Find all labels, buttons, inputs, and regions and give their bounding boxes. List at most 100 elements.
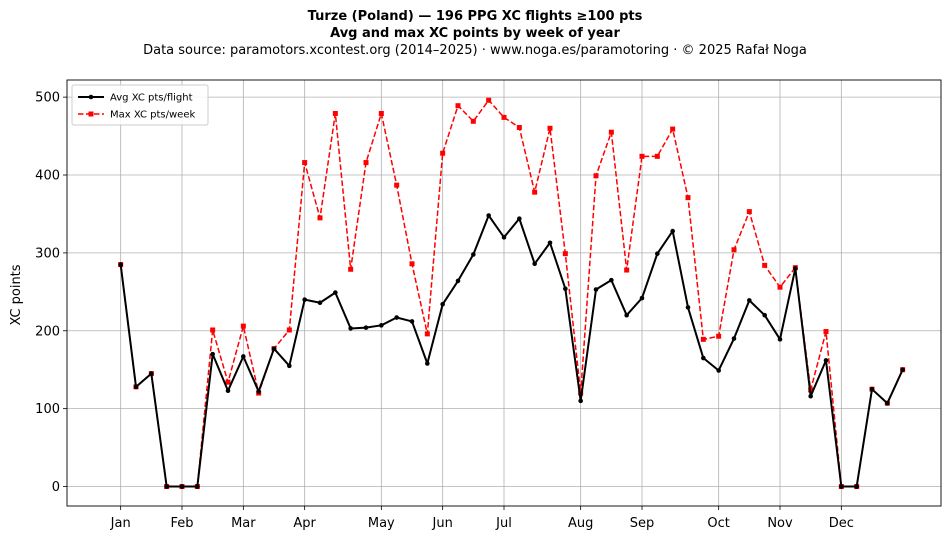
data-point-max [624, 267, 630, 273]
data-point-avg [256, 389, 261, 394]
data-point-avg [455, 278, 461, 284]
data-point-max [547, 125, 553, 131]
data-point-max [501, 114, 507, 120]
data-point-max [731, 247, 737, 253]
series-line-avg [119, 214, 904, 488]
data-point-avg [394, 315, 399, 320]
data-point-max [286, 327, 292, 333]
data-point-avg [225, 388, 231, 394]
data-point-avg [363, 325, 369, 330]
x-tick-label: Apr [293, 516, 316, 531]
data-point-avg [195, 484, 200, 489]
data-point-avg [348, 326, 353, 331]
x-tick-label: Nov [767, 516, 793, 531]
y-tick-label: 0 [52, 480, 60, 495]
data-point-max [516, 125, 522, 131]
legend-box [71, 84, 209, 126]
data-point-max [302, 160, 308, 166]
legend: Avg XC pts/flight Max XC pts/week [71, 84, 209, 126]
data-point-avg [731, 336, 737, 341]
data-point-max [210, 327, 216, 333]
x-tick-label: May [368, 516, 395, 531]
data-point-avg [762, 312, 767, 318]
data-point-max [746, 209, 752, 215]
data-point-avg [425, 361, 430, 366]
data-point-max [409, 261, 415, 267]
legend-label: Max XC pts/week [110, 110, 195, 121]
x-tick-label: Oct [707, 516, 729, 531]
data-point-avg [777, 337, 783, 342]
chart-subtitle: Data source: paramotors.xcontest.org (20… [143, 43, 807, 58]
data-point-avg [624, 312, 629, 318]
data-point-max [823, 329, 829, 335]
data-point-avg [823, 358, 829, 363]
x-tick-label: Jun [432, 516, 453, 531]
data-point-avg [501, 235, 507, 240]
data-point-avg [486, 213, 491, 218]
data-point-avg [839, 484, 844, 489]
y-axis-label: XC points [9, 264, 24, 325]
data-point-avg [854, 484, 859, 489]
data-point-avg [609, 277, 614, 283]
chart-title: Turze (Poland) — 196 PPG XC flights ≥100… [307, 9, 643, 24]
data-point-max [532, 189, 538, 195]
data-point-max [470, 118, 476, 124]
data-point-max [593, 173, 599, 179]
data-point-avg [118, 262, 123, 267]
data-point-avg [701, 355, 706, 361]
x-tick-label: Aug [568, 516, 593, 531]
data-point-avg [900, 367, 905, 373]
data-point-max [240, 323, 246, 329]
axes-layer: 0 100 200 300 400 500 Jan Feb Mar Apr May Jun Jul Aug… [35, 79, 942, 531]
data-point-avg [532, 261, 537, 267]
x-tick-label: Dec [829, 516, 854, 531]
x-tick-label: Mar [231, 516, 256, 531]
data-point-max [455, 103, 461, 109]
data-point-avg [793, 266, 798, 271]
y-tick-label: 400 [35, 169, 60, 184]
data-point-max [363, 160, 369, 166]
data-point-avg [716, 368, 721, 373]
data-point-avg [287, 363, 292, 369]
data-point-avg [885, 400, 890, 406]
data-point-max [424, 331, 430, 337]
data-point-avg [869, 386, 875, 392]
grid-layer [67, 80, 941, 506]
series-layer [118, 97, 906, 490]
data-point-max [440, 150, 446, 156]
data-point-max [332, 110, 338, 116]
data-point-max [225, 379, 231, 385]
data-point-avg [241, 354, 246, 359]
data-point-avg [149, 371, 154, 376]
data-point-max [777, 284, 783, 290]
data-point-max [670, 126, 676, 132]
data-point-max [608, 129, 614, 135]
x-tick-label: Jan [110, 516, 131, 531]
title-block: Turze (Poland) — 196 PPG XC flights ≥100… [0, 8, 950, 59]
data-point-max [578, 390, 584, 396]
data-point-max [639, 153, 645, 159]
y-tick-label: 500 [35, 91, 60, 106]
data-point-max [562, 251, 568, 257]
data-point-max [486, 97, 492, 103]
series-line-max [119, 99, 904, 488]
chart-title-line2: Avg and max XC points by week of year [330, 26, 620, 41]
legend-label: Avg XC pts/flight [110, 93, 193, 104]
data-point-avg [317, 300, 323, 306]
data-point-avg [379, 323, 384, 328]
y-tick-label: 100 [35, 402, 60, 417]
data-point-avg [471, 252, 476, 257]
data-point-avg [670, 228, 675, 234]
plot-frame [66, 79, 942, 507]
x-tick-label: Jul [495, 516, 512, 531]
data-point-avg [685, 305, 691, 310]
y-tick-label: 200 [35, 324, 60, 339]
data-point-max [348, 266, 354, 272]
data-point-avg [271, 346, 277, 351]
data-point-avg [440, 301, 445, 307]
data-point-avg [639, 295, 645, 301]
data-point-max [378, 110, 384, 116]
data-point-avg [747, 298, 752, 303]
data-point-avg [655, 251, 660, 256]
